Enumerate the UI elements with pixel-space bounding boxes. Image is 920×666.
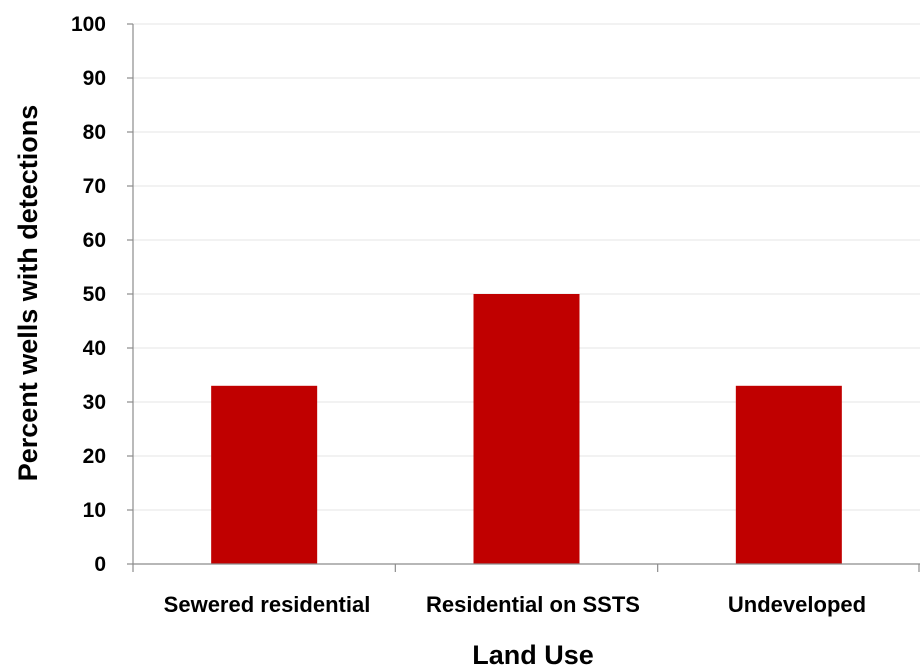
x-tick-label: Undeveloped xyxy=(728,592,866,617)
y-tick-label: 0 xyxy=(94,553,106,576)
y-tick-label: 90 xyxy=(83,67,106,90)
y-tick-label: 50 xyxy=(83,283,106,306)
x-axis-title: Land Use xyxy=(472,640,594,666)
y-tick-label: 60 xyxy=(83,229,106,252)
bar xyxy=(735,385,842,564)
x-tick-label: Residential on SSTS xyxy=(426,592,640,617)
axes xyxy=(127,23,920,572)
y-tick-label: 100 xyxy=(71,13,106,36)
y-tick-label: 20 xyxy=(83,445,106,468)
bar xyxy=(473,294,580,564)
y-axis-title: Percent wells with detections xyxy=(13,105,43,482)
tick-labels: 0 10 20 30 40 50 60 70 80 90 100 Sewered residentia… xyxy=(71,13,866,617)
y-tick-label: 40 xyxy=(83,337,106,360)
y-tick-label: 70 xyxy=(83,175,106,198)
y-tick-label: 30 xyxy=(83,391,106,414)
bar xyxy=(211,385,318,564)
bars xyxy=(211,294,842,564)
y-tick-label: 80 xyxy=(83,121,106,144)
x-tick-label: Sewered residential xyxy=(164,592,371,617)
y-tick-label: 10 xyxy=(83,499,106,522)
